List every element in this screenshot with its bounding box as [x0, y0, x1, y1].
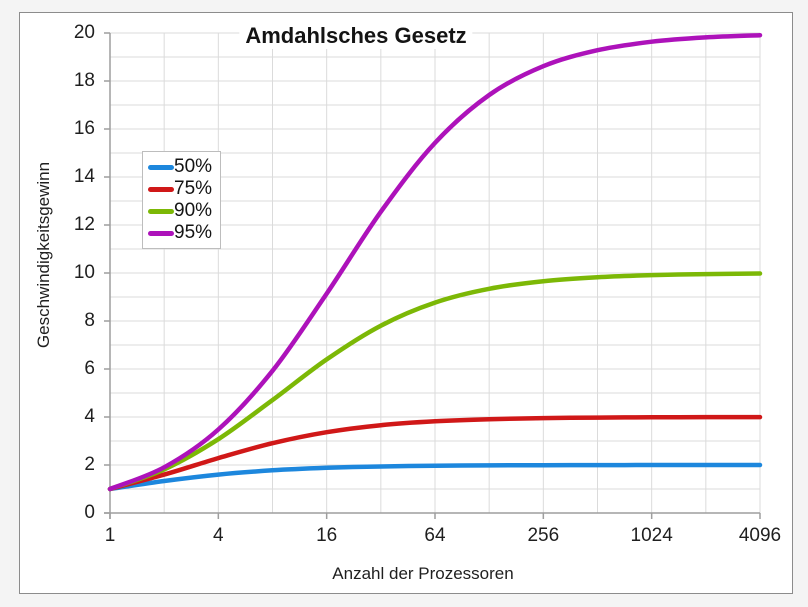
- curve-90%: [107, 271, 763, 492]
- legend-swatch-95%: [148, 230, 174, 236]
- legend-item-90%: 90%: [148, 200, 220, 222]
- chart-title: Amdahlsches Gesetz: [239, 23, 473, 49]
- curve-75%: [107, 414, 763, 492]
- series-curves: [107, 32, 763, 492]
- legend-label: 75%: [174, 178, 213, 199]
- legend-swatch-50%: [148, 164, 174, 170]
- legend-label: 95%: [174, 222, 213, 243]
- x-tick-label-64: 64: [424, 525, 446, 546]
- legend-label: 90%: [174, 200, 213, 221]
- y-tick-label-6: 6: [84, 358, 95, 379]
- legend-swatch-90%: [148, 208, 174, 214]
- legend-swatch-75%: [148, 186, 174, 192]
- y-tick-label-20: 20: [73, 22, 95, 43]
- y-axis-title: Geschwindigkeitsgewinn: [34, 161, 53, 349]
- y-tick-label-0: 0: [84, 502, 95, 523]
- x-tick-label-4: 4: [213, 525, 224, 546]
- y-tick-label-8: 8: [84, 310, 95, 331]
- curve-50%: [107, 462, 763, 492]
- curve-95%: [107, 32, 763, 492]
- y-tick-label-14: 14: [73, 166, 95, 187]
- y-tick-label-12: 12: [73, 214, 95, 235]
- y-tick-label-18: 18: [73, 70, 95, 91]
- y-tick-label-4: 4: [84, 406, 95, 427]
- y-tick-label-16: 16: [73, 118, 95, 139]
- x-tick-label-16: 16: [316, 525, 338, 546]
- axes: [104, 32, 761, 519]
- y-tick-label-2: 2: [84, 454, 95, 475]
- x-tick-label-1: 1: [104, 525, 116, 546]
- x-axis-title: Anzahl der Prozessoren: [332, 564, 514, 583]
- legend-box: 50% 75% 90% 95%: [142, 151, 221, 249]
- x-tick-label-256: 256: [527, 525, 560, 546]
- x-tick-label-1024: 1024: [630, 525, 673, 546]
- legend-item-95%: 95%: [148, 222, 220, 244]
- legend-item-50%: 50%: [148, 156, 220, 178]
- y-tick-label-10: 10: [73, 262, 95, 283]
- chart-frame: [19, 12, 793, 594]
- legend-label: 50%: [174, 156, 213, 177]
- x-tick-label-4096: 4096: [738, 525, 782, 546]
- legend-item-75%: 75%: [148, 178, 220, 200]
